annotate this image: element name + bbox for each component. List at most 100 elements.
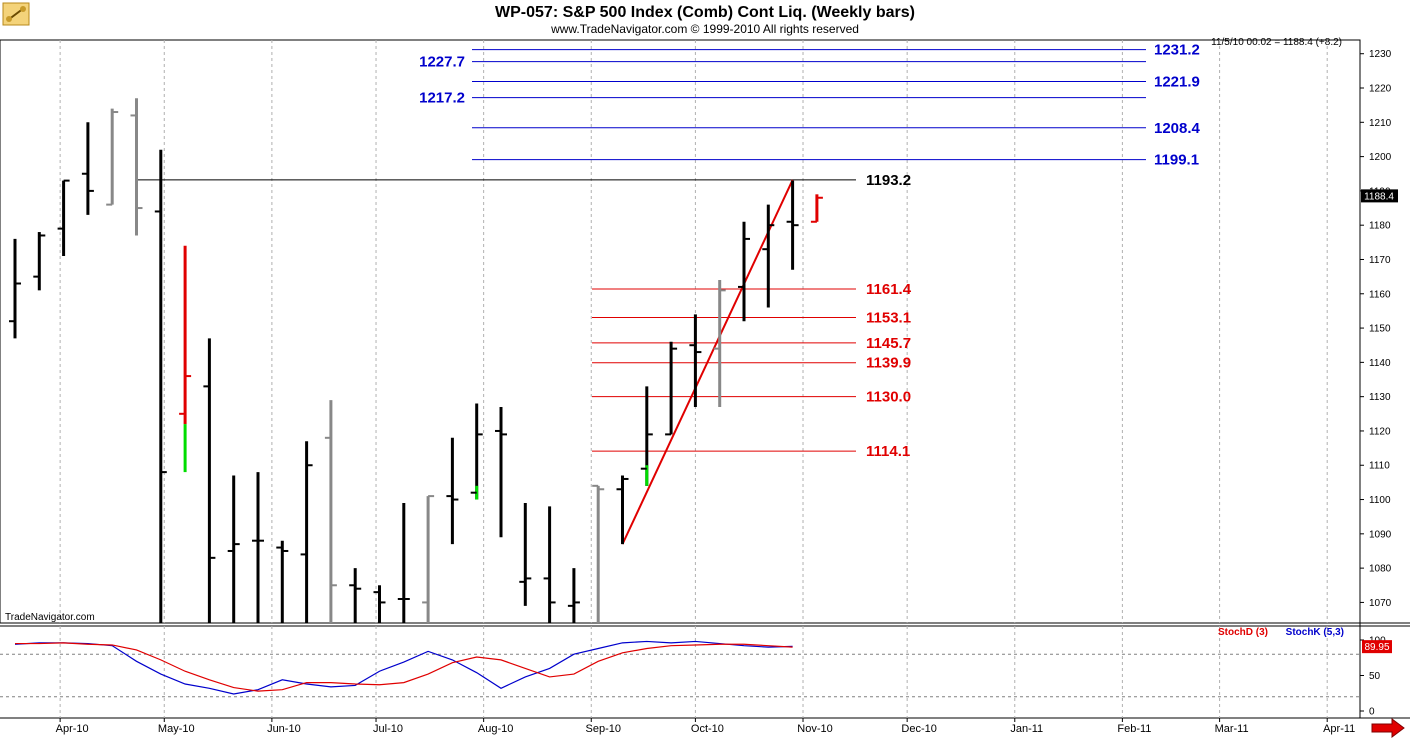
- ohlc-bar: [349, 568, 362, 623]
- y-tick-label: 1080: [1369, 564, 1392, 575]
- retracement-label: 1139.9: [866, 355, 911, 372]
- month-label: Apr-10: [56, 723, 89, 735]
- month-label: Sep-10: [586, 723, 621, 735]
- y-tick-label: 1090: [1369, 529, 1392, 540]
- month-label: Jun-10: [267, 723, 301, 735]
- target-label: 1231.2: [1154, 42, 1200, 59]
- retracement-label: 1161.4: [866, 281, 912, 298]
- retracement-label: 1114.1: [866, 443, 910, 460]
- ohlc-bar: [33, 232, 46, 291]
- ohlc-bar: [252, 472, 264, 623]
- y-tick-label: 1230: [1369, 49, 1392, 60]
- ohlc-bar: [616, 475, 629, 545]
- ohlc-bar: [738, 221, 750, 322]
- ohlc-bar: [786, 180, 799, 270]
- y-tick-label: 1220: [1369, 84, 1392, 95]
- ohlc-bar: [397, 502, 410, 623]
- y-tick-label: 1120: [1369, 426, 1391, 437]
- y-tick-label: 1210: [1369, 118, 1392, 129]
- ohlc-bar: [470, 403, 483, 500]
- target-label: 1227.7: [419, 54, 465, 71]
- month-label: Oct-10: [691, 723, 724, 735]
- copyright-text: www.TradeNavigator.com © 1999-2010 All r…: [550, 22, 859, 36]
- ohlc-bar: [543, 506, 556, 623]
- y-tick-label: 1200: [1369, 152, 1392, 163]
- ohlc-bar: [276, 540, 289, 623]
- y-tick-label: 1070: [1369, 598, 1392, 609]
- month-label: Feb-11: [1117, 723, 1151, 735]
- ohlc-bar: [130, 98, 143, 236]
- y-tick-label: 1160: [1369, 289, 1391, 300]
- retracement-label: 1153.1: [866, 309, 911, 326]
- ohlc-bar: [300, 441, 313, 623]
- y-tick-label: 1150: [1369, 324, 1391, 335]
- y-tick-label: 1100: [1369, 495, 1391, 506]
- ohlc-bar: [227, 475, 240, 623]
- stoch-value-tag: 89.95: [1362, 640, 1392, 654]
- ohlc-bar: [665, 341, 678, 436]
- month-label: Nov-10: [797, 723, 832, 735]
- stochd-legend: StochD (3): [1218, 627, 1268, 638]
- ohlc-bar: [422, 495, 435, 623]
- resistance-label: 1193.2: [866, 172, 911, 189]
- ohlc-bar: [495, 406, 507, 538]
- ohlc-bar: [373, 585, 386, 623]
- month-label: Apr-11: [1323, 723, 1355, 735]
- retracement-label: 1145.7: [866, 335, 911, 352]
- ohlc-bar: [106, 108, 119, 206]
- chart-title: WP-057: S&P 500 Index (Comb) Cont Liq. (…: [495, 4, 915, 21]
- stoch-value-label: 89.95: [1364, 642, 1389, 653]
- month-label: Mar-11: [1215, 723, 1249, 735]
- ohlc-bar: [592, 484, 605, 623]
- trendline: [621, 179, 794, 545]
- y-tick-label: 1130: [1369, 392, 1391, 403]
- month-label: Jul-10: [373, 723, 403, 735]
- month-label: Jan-11: [1010, 723, 1043, 735]
- month-label: Dec-10: [901, 723, 936, 735]
- ohlc-bar: [689, 314, 702, 407]
- quote-readout: 11/5/10 00:02 = 1188.4 (+8.2): [1211, 37, 1342, 48]
- stoch-tick-label: 0: [1369, 707, 1375, 718]
- target-label: 1217.2: [419, 90, 465, 107]
- retracement-label: 1130.0: [866, 389, 911, 406]
- scale-logo-icon: [2, 2, 30, 26]
- target-label: 1199.1: [1154, 152, 1199, 169]
- ohlc-bar: [762, 204, 775, 308]
- target-label: 1221.9: [1154, 73, 1200, 90]
- last-price-label: 1188.4: [1364, 191, 1394, 202]
- last-price-tag: 1188.4: [1361, 189, 1398, 203]
- level-lines: 1231.2 1227.7 1221.9 1217.2 1208.4 1199.1 1193…: [136, 42, 1201, 460]
- ohlc-bar: [324, 400, 337, 623]
- grid: [59, 40, 1328, 718]
- ohlc-bar: [640, 386, 653, 486]
- stochk-legend: StochK (5,3): [1286, 627, 1344, 638]
- ohlc-bar: [154, 149, 167, 623]
- ohlc-bars: [9, 98, 823, 623]
- y-tick-label: 1110: [1369, 461, 1390, 472]
- month-label: May-10: [158, 723, 195, 735]
- ohlc-bar: [567, 568, 580, 623]
- ohlc-bar: [203, 338, 216, 623]
- ohlc-bar: [9, 238, 21, 339]
- y-tick-label: 1140: [1369, 358, 1391, 369]
- stochk-line: [14, 640, 793, 695]
- stochd-line: [15, 642, 793, 692]
- ohlc-bar: [57, 179, 70, 257]
- target-label: 1208.4: [1154, 120, 1201, 137]
- trendline-layer: [621, 179, 794, 545]
- time-axis: Apr-10 May-10 Jun-10 Jul-10 Aug-10 Sep-10 Oct-…: [56, 718, 1355, 735]
- ohlc-bar: [713, 280, 726, 407]
- ohlc-bar: [446, 437, 459, 545]
- price-axis: 1070 1080 1090 1100 1110 1120 1130 1140 1150 1160…: [1360, 49, 1392, 609]
- watermark-text: TradeNavigator.com: [5, 612, 95, 623]
- red-arrow-right-icon[interactable]: [1371, 718, 1405, 738]
- ohlc-bar: [179, 245, 192, 473]
- stoch-tick-label: 50: [1369, 671, 1381, 682]
- y-tick-label: 1180: [1369, 221, 1391, 232]
- y-tick-label: 1170: [1369, 255, 1391, 266]
- stochastic-panel: 050100: [0, 636, 1386, 718]
- ohlc-bar: [810, 194, 823, 223]
- month-label: Aug-10: [478, 723, 513, 735]
- ohlc-bar: [519, 502, 532, 606]
